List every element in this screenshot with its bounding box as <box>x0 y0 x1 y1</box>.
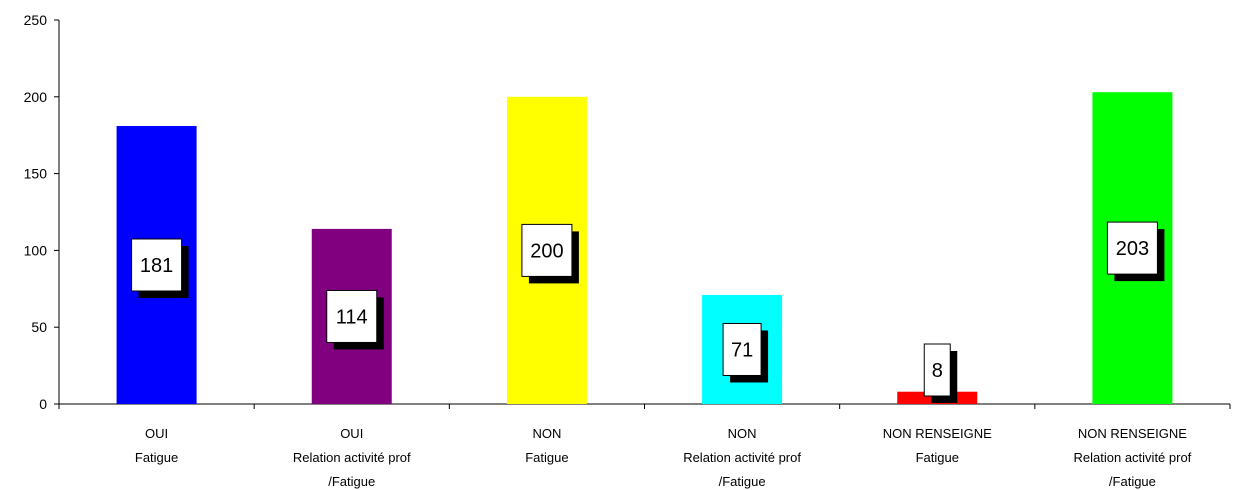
x-category-label: Fatigue <box>135 450 178 465</box>
x-category-label: Fatigue <box>525 450 568 465</box>
data-label: 181 <box>140 255 173 277</box>
data-label: 203 <box>1116 238 1149 260</box>
y-tick-label: 50 <box>31 319 47 335</box>
y-tick-label: 100 <box>24 242 48 258</box>
y-tick-label: 150 <box>24 166 48 182</box>
x-category-label: NON <box>532 426 561 441</box>
data-label: 71 <box>731 339 753 361</box>
x-category-label: NON <box>728 426 757 441</box>
x-category-label: Relation activité prof <box>683 450 801 465</box>
x-category-label: /Fatigue <box>1109 474 1156 489</box>
data-label-box <box>521 223 573 277</box>
x-category-label: /Fatigue <box>719 474 766 489</box>
data-label: 200 <box>530 240 563 262</box>
data-label-box <box>722 322 762 376</box>
data-label-box <box>1106 221 1158 275</box>
data-label: 114 <box>336 306 368 328</box>
data-label-box <box>923 343 951 397</box>
x-category-label: OUI <box>145 426 168 441</box>
x-category-label: NON RENSEIGNE <box>883 426 992 441</box>
data-label-box <box>131 238 183 292</box>
y-tick-label: 200 <box>24 89 48 105</box>
x-category-label: Relation activité prof <box>1074 450 1192 465</box>
y-tick-label: 250 <box>24 12 48 28</box>
x-category-label: OUI <box>340 426 363 441</box>
x-category-label: /Fatigue <box>328 474 375 489</box>
y-tick-label: 0 <box>39 396 47 412</box>
data-label: 8 <box>932 360 943 382</box>
x-category-label: Relation activité prof <box>293 450 411 465</box>
x-category-label: NON RENSEIGNE <box>1078 426 1187 441</box>
x-category-label: Fatigue <box>916 450 959 465</box>
data-label-box <box>326 289 378 343</box>
